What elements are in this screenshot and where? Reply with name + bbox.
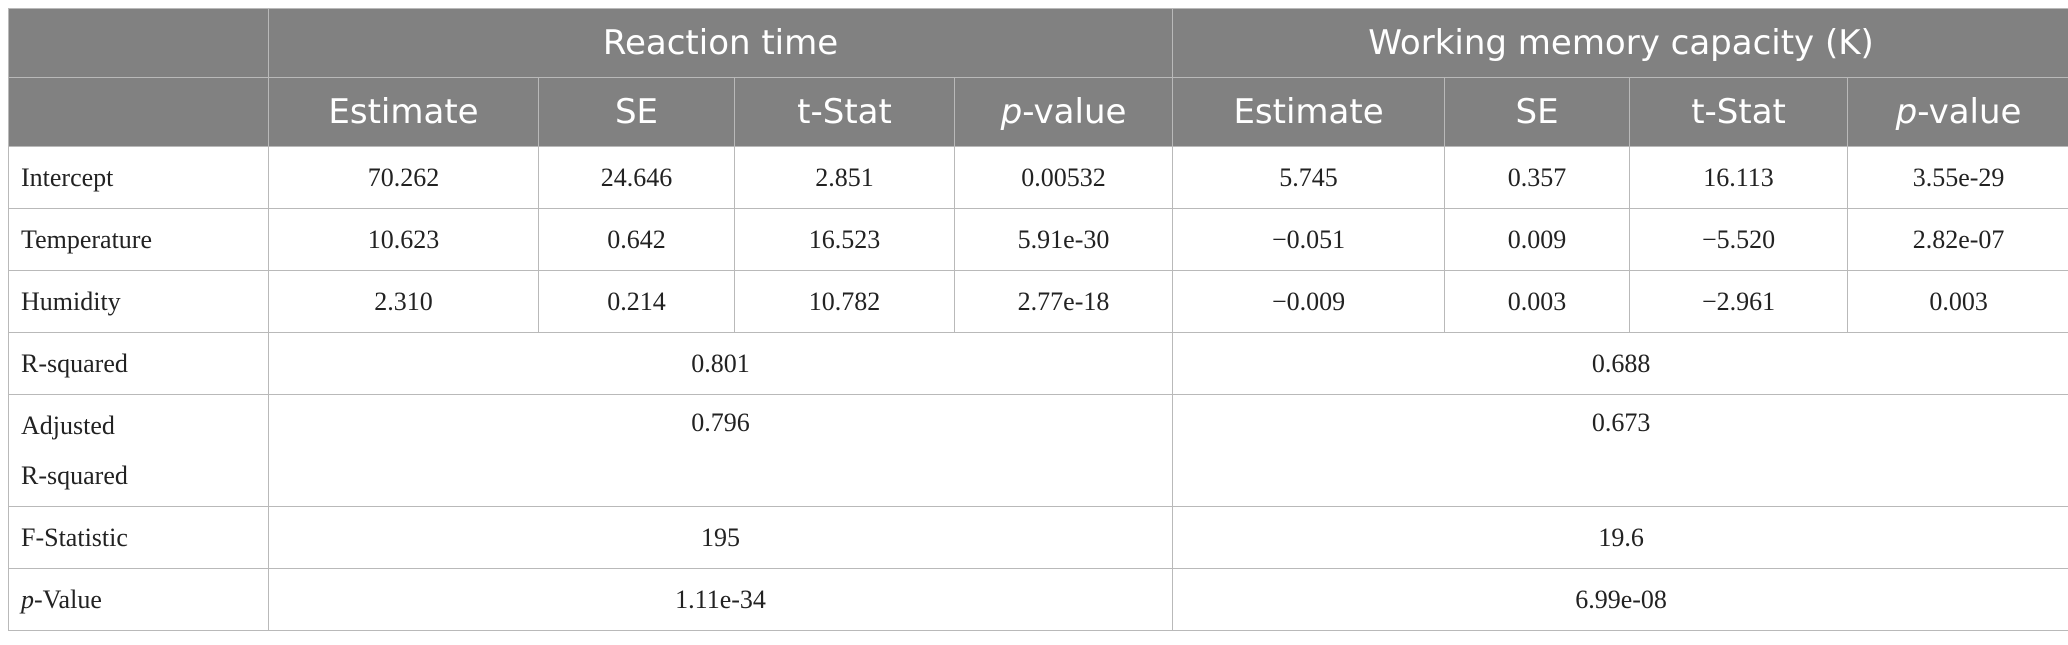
table-cell: 0.214: [538, 270, 735, 333]
summary-cell-reaction: 0.796: [267, 394, 1174, 507]
header-group-row: Reaction time Working memory capacity (K…: [8, 8, 2068, 78]
table-cell: −0.009: [1172, 270, 1446, 333]
header-corner-cell: [8, 8, 269, 78]
table-cell: 0.003: [1847, 270, 2068, 333]
table-cell: 2.851: [734, 146, 955, 209]
table-cell: 16.113: [1629, 146, 1849, 209]
summary-cell-wm: 6.99e-08: [1172, 568, 2068, 631]
row-label: Adjusted R-squared: [8, 394, 269, 507]
summary-row-r-squared: R-squared 0.801 0.688: [8, 332, 2068, 395]
column-header: Estimate: [268, 77, 539, 147]
header-group-working-memory: Working memory capacity (K): [1172, 8, 2068, 78]
summary-row-p-value: p-Value 1.11e-34 6.99e-08: [8, 568, 2068, 631]
summary-cell-reaction: 0.801: [267, 332, 1174, 395]
column-header: p-value: [1847, 77, 2068, 147]
table-cell: 5.745: [1172, 146, 1446, 209]
summary-cell-reaction: 1.11e-34: [267, 568, 1174, 631]
column-header: Estimate: [1172, 77, 1446, 147]
row-label: p-Value: [8, 568, 269, 631]
column-header: t-Stat: [1629, 77, 1849, 147]
row-label: R-squared: [8, 332, 269, 395]
summary-cell-wm: 0.673: [1172, 394, 2068, 507]
row-label: F-Statistic: [8, 506, 269, 569]
table-cell: 0.00532: [953, 146, 1174, 209]
table-row-temperature: Temperature 10.623 0.642 16.523 5.91e-30…: [8, 208, 2068, 271]
table-cell: −2.961: [1629, 270, 1849, 333]
summary-cell-wm: 0.688: [1172, 332, 2068, 395]
column-header: t-Stat: [734, 77, 955, 147]
row-label: Intercept: [8, 146, 269, 209]
table-cell: 70.262: [268, 146, 539, 209]
row-label: Temperature: [8, 208, 269, 271]
summary-row-f-statistic: F-Statistic 195 19.6: [8, 506, 2068, 569]
summary-row-adjusted-r-squared: Adjusted R-squared 0.796 0.673: [8, 394, 2068, 507]
summary-cell-reaction: 195: [267, 506, 1174, 569]
table-row-humidity: Humidity 2.310 0.214 10.782 2.77e-18 −0.…: [8, 270, 2068, 333]
header-column-row: Estimate SE t-Stat p-value Estimate SE t…: [8, 77, 2068, 147]
table-cell: 24.646: [538, 146, 735, 209]
table-row-intercept: Intercept 70.262 24.646 2.851 0.00532 5.…: [8, 146, 2068, 209]
header-group-reaction-time: Reaction time: [267, 8, 1174, 78]
table-cell: −5.520: [1629, 208, 1849, 271]
row-label: Humidity: [8, 270, 269, 333]
header-corner-cell: [8, 77, 269, 147]
table-cell: 2.77e-18: [953, 270, 1174, 333]
table-cell: 3.55e-29: [1847, 146, 2068, 209]
table-cell: 0.009: [1444, 208, 1631, 271]
table-cell: 10.623: [268, 208, 539, 271]
table-cell: 0.357: [1444, 146, 1631, 209]
column-header: p-value: [953, 77, 1174, 147]
table-cell: 2.82e-07: [1847, 208, 2068, 271]
table-cell: 0.003: [1444, 270, 1631, 333]
table-cell: 5.91e-30: [953, 208, 1174, 271]
table-cell: 10.782: [734, 270, 955, 333]
table-cell: 16.523: [734, 208, 955, 271]
column-header: SE: [538, 77, 735, 147]
summary-cell-wm: 19.6: [1172, 506, 2068, 569]
table-cell: 0.642: [538, 208, 735, 271]
column-header: SE: [1444, 77, 1631, 147]
table-cell: −0.051: [1172, 208, 1446, 271]
regression-table: Reaction time Working memory capacity (K…: [8, 8, 2068, 631]
table-cell: 2.310: [268, 270, 539, 333]
